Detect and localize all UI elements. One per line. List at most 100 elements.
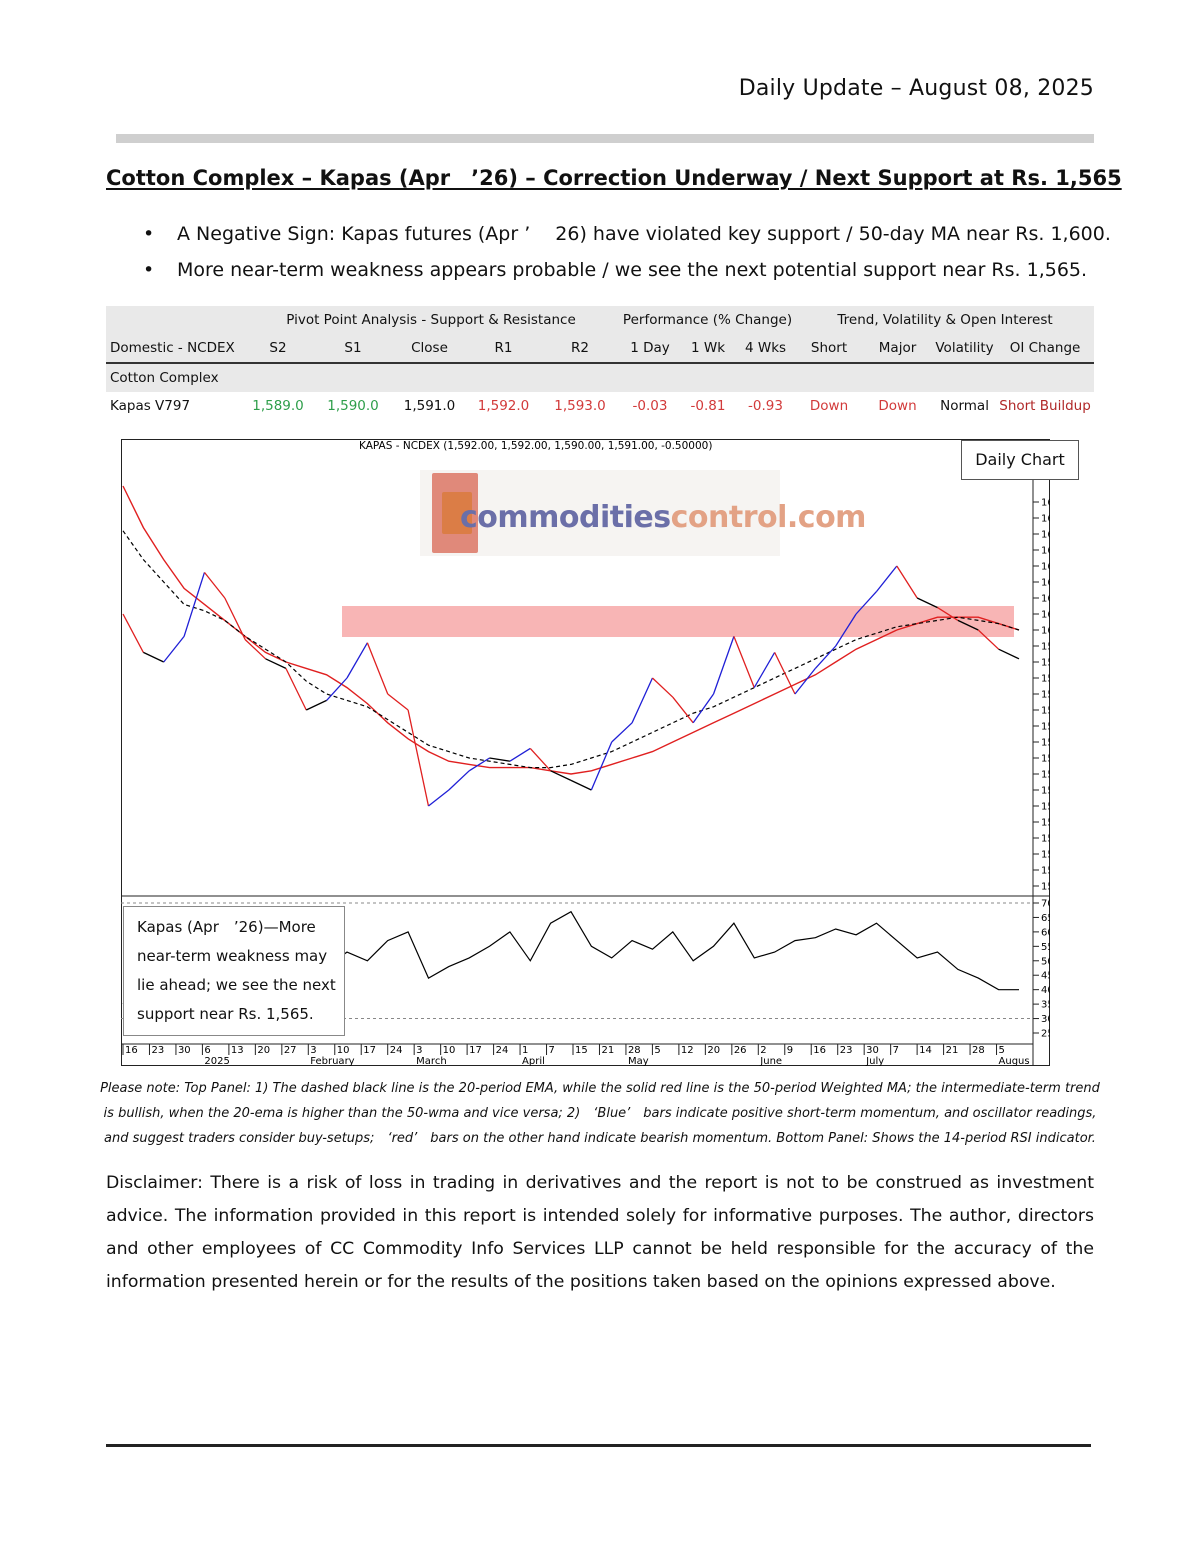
footnote-line: is bullish, when the 20-ema is higher th… xyxy=(103,1106,1097,1121)
column-header: S1 xyxy=(313,334,393,364)
price-segment xyxy=(550,770,572,781)
date-tick-label: 16 xyxy=(813,1045,826,1056)
date-tick-label: 7 xyxy=(893,1045,899,1056)
date-tick-label: 21 xyxy=(601,1045,614,1056)
price-segment xyxy=(794,667,816,695)
month-label: March xyxy=(416,1056,446,1066)
date-tick-label: 27 xyxy=(284,1045,297,1056)
price-tick-label: 1630 xyxy=(1041,530,1050,541)
price-tick-label: 1555 xyxy=(1041,770,1050,781)
column-header: R2 xyxy=(541,334,620,364)
price-tick-label: 1610 xyxy=(1041,594,1050,605)
logo-text: commoditiescontrol.com xyxy=(460,500,866,535)
series-layer xyxy=(122,485,1020,1026)
date-tick-label: 12 xyxy=(681,1045,694,1056)
price-tick-label: 1540 xyxy=(1041,818,1050,829)
price-segment xyxy=(489,757,511,762)
price-tick-label: 1595 xyxy=(1041,642,1050,653)
price-segment xyxy=(163,635,185,663)
rsi-tick-label: 60 xyxy=(1041,927,1050,938)
price-segment xyxy=(509,747,531,762)
date-tick-label: 24 xyxy=(390,1045,403,1056)
date-tick-label: 28 xyxy=(972,1045,985,1056)
price-segment xyxy=(448,770,470,791)
price-segment xyxy=(875,565,898,593)
date-tick-label: 14 xyxy=(919,1045,932,1056)
price-tick-label: 1590 xyxy=(1041,658,1050,669)
price-segment xyxy=(183,572,206,637)
table-cell: Short Buildup xyxy=(999,398,1091,414)
bullet-icon: • xyxy=(143,259,155,281)
group-header-performance: Performance (% Change) xyxy=(619,306,797,334)
date-tick-label: 3 xyxy=(310,1045,316,1056)
price-segment xyxy=(998,648,1020,660)
chart-title: KAPAS - NCDEX (1,592.00, 1,592.00, 1,590… xyxy=(359,440,712,452)
pivot-table: Pivot Point Analysis - Support & Resista… xyxy=(106,306,1095,420)
disclaimer: Disclaimer: There is a risk of loss in t… xyxy=(106,1173,1094,1292)
section-label: Cotton Complex xyxy=(106,363,1095,392)
rsi-tick-label: 50 xyxy=(1041,956,1050,967)
date-tick-label: 10 xyxy=(337,1045,350,1056)
date-tick-label: 10 xyxy=(443,1045,456,1056)
table-cell: 1,590.0 xyxy=(327,398,379,414)
price-segment xyxy=(631,677,654,724)
table-cell: 1,593.0 xyxy=(554,398,606,414)
price-tick-label: 1560 xyxy=(1041,754,1050,765)
price-segment xyxy=(468,757,490,772)
date-tick-label: 26 xyxy=(734,1045,747,1056)
date-tick-label: 28 xyxy=(628,1045,641,1056)
annotation-line: near-term weakness may xyxy=(137,947,328,965)
group-header-trend: Trend, Volatility & Open Interest xyxy=(796,306,1095,334)
date-tick-label: 16 xyxy=(125,1045,138,1056)
price-segment xyxy=(122,613,144,653)
month-label: Augus xyxy=(999,1056,1030,1066)
chart-annotation: Kapas (Apr ’26)—More near-term weakness … xyxy=(123,906,345,1036)
price-segment xyxy=(957,619,979,631)
table-cell: Down xyxy=(878,398,917,414)
price-tick-label: 1605 xyxy=(1041,610,1050,621)
table-cell: 1,592.0 xyxy=(477,398,530,414)
date-tick-label: 7 xyxy=(549,1045,555,1056)
month-label: 2025 xyxy=(204,1056,229,1066)
price-tick-label: 1530 xyxy=(1041,850,1050,861)
price-tick-label: 1585 xyxy=(1041,674,1050,685)
rsi-tick-label: 25 xyxy=(1041,1029,1050,1040)
table-cell: 1,591.0 xyxy=(403,398,456,414)
group-header-pivot: Pivot Point Analysis - Support & Resista… xyxy=(243,306,620,334)
month-label: April xyxy=(522,1056,545,1066)
price-tick-label: 1615 xyxy=(1041,578,1050,589)
logo-scale-icon xyxy=(442,492,472,534)
price-segment xyxy=(143,651,165,663)
price-segment xyxy=(590,741,613,791)
price-segment xyxy=(407,709,430,807)
table-cell: -0.03 xyxy=(632,398,668,414)
price-segment xyxy=(916,597,938,609)
column-header: Close xyxy=(393,334,466,364)
support-zone xyxy=(342,606,1014,637)
daily-chart-label: Daily Chart xyxy=(961,440,1079,480)
wma-line xyxy=(122,485,1020,775)
price-tick-label: 1640 xyxy=(1041,498,1050,509)
month-label: May xyxy=(628,1056,649,1066)
table-cell: Kapas V797 xyxy=(110,398,191,414)
rsi-tick-label: 70 xyxy=(1041,899,1050,910)
column-header: Major xyxy=(862,334,934,364)
price-segment xyxy=(835,613,857,647)
price-segment xyxy=(652,677,674,698)
price-tick-label: 1620 xyxy=(1041,562,1050,573)
group-spacer xyxy=(106,306,243,334)
price-segment xyxy=(428,789,450,807)
price-segment xyxy=(529,747,552,772)
rsi-tick-label: 30 xyxy=(1041,1014,1050,1025)
price-segment xyxy=(937,607,959,621)
date-tick-label: 23 xyxy=(151,1045,164,1056)
price-tick-label: 1550 xyxy=(1041,786,1050,797)
price-segment xyxy=(692,693,715,724)
table-row: Kapas V797 1,589.0 1,590.0 1,591.0 1,592… xyxy=(106,392,1094,420)
date-tick-label: 5 xyxy=(999,1045,1005,1056)
price-segment xyxy=(305,699,327,711)
rsi-tick-label: 45 xyxy=(1041,971,1050,982)
price-segment xyxy=(346,642,368,679)
price-tick-label: 1525 xyxy=(1041,866,1050,877)
report-headline: Cotton Complex – Kapas (Apr ’26) – Corre… xyxy=(106,166,1122,190)
